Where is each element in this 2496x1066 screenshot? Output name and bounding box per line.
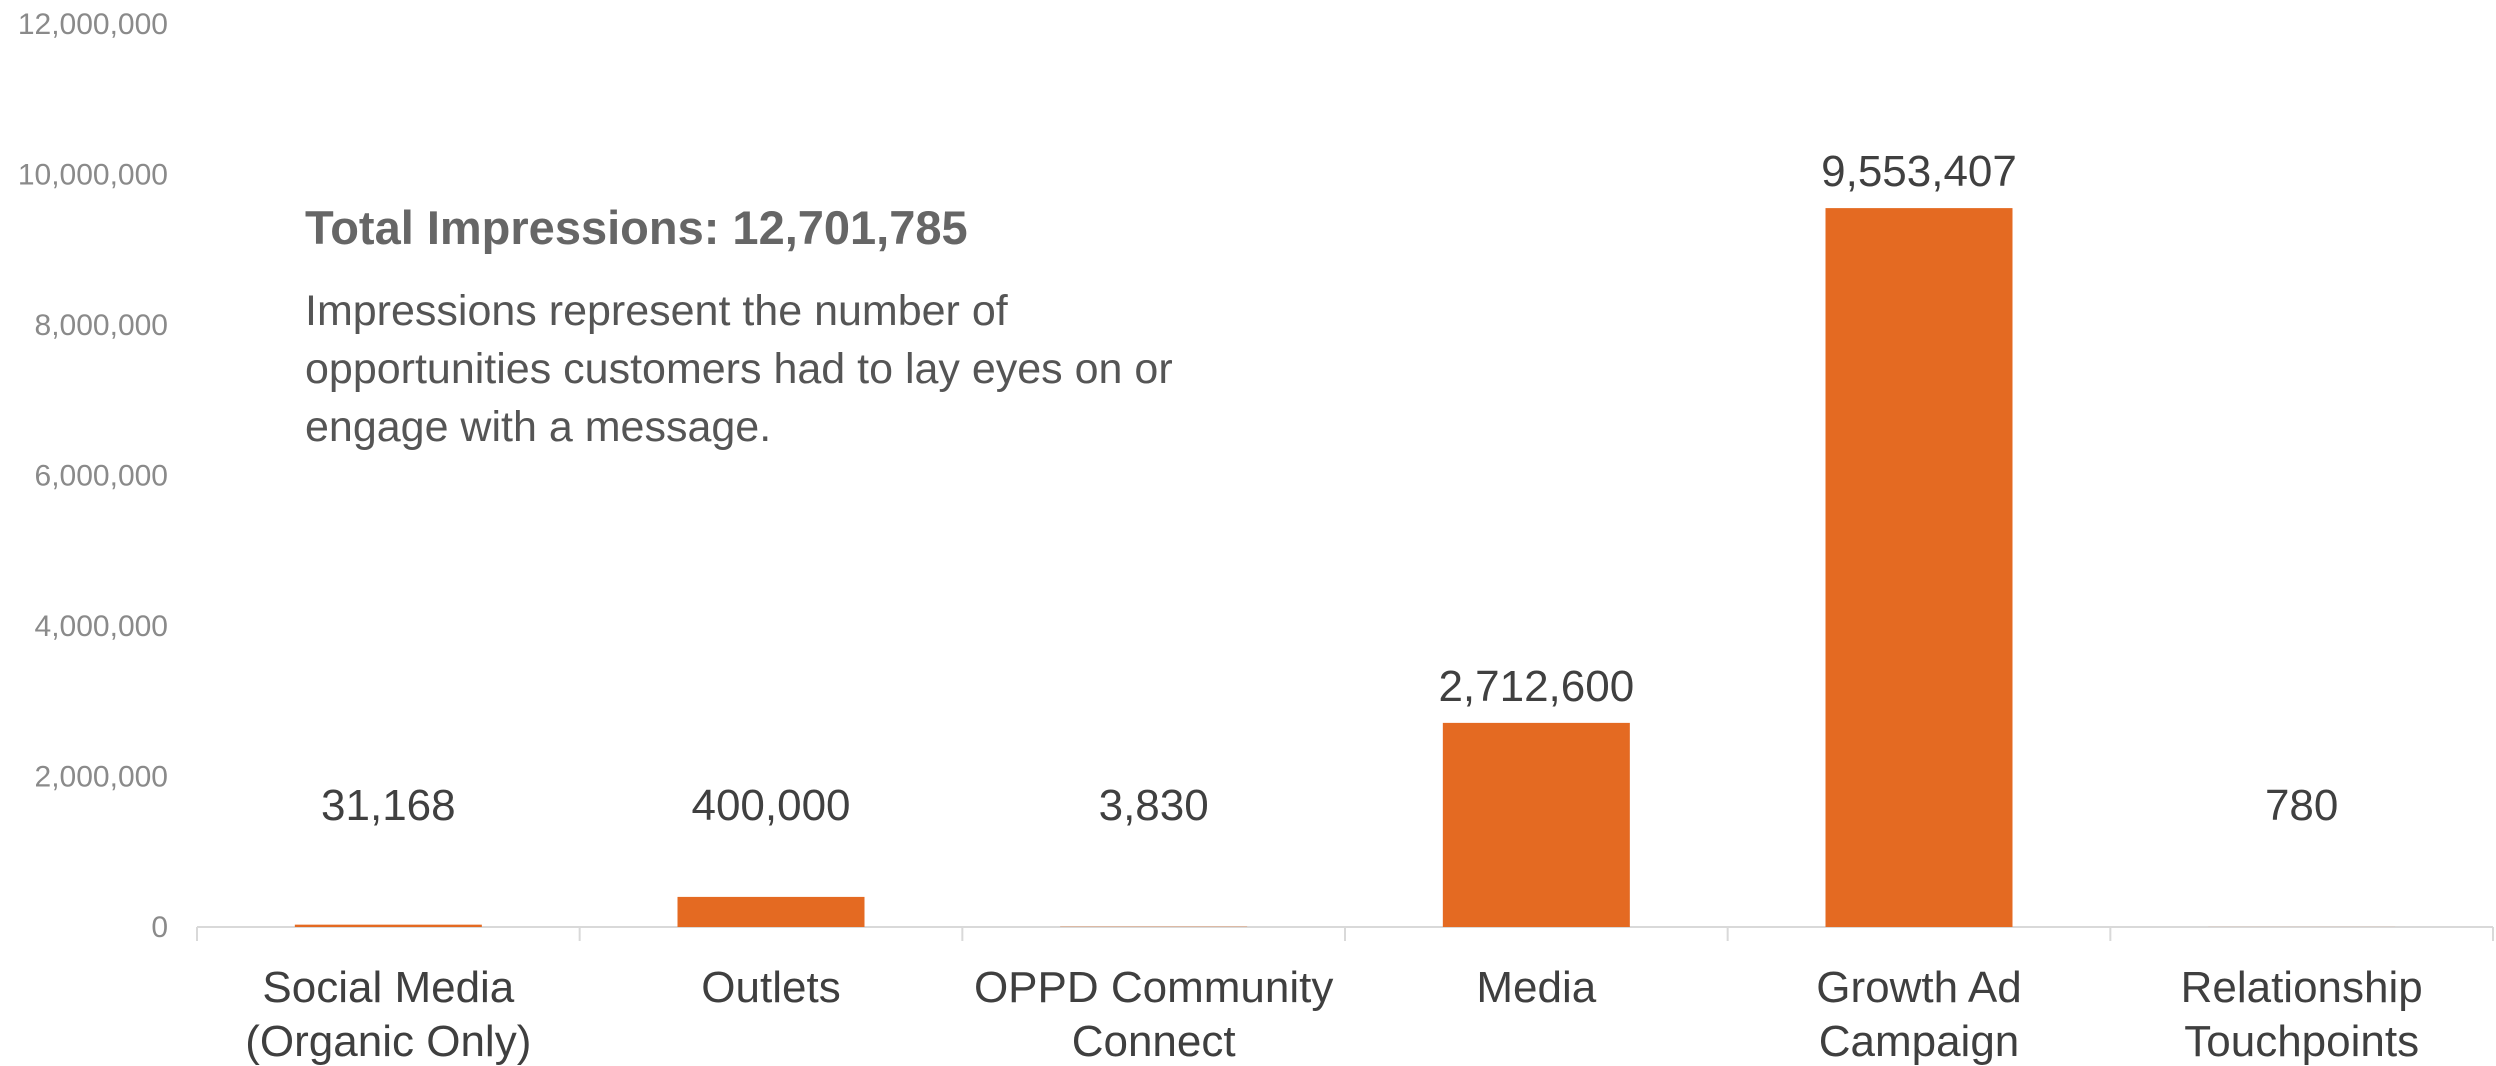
- data-labels: 31,168 400,000 3,830 2,712,600 9,553,407 780: [321, 147, 2338, 830]
- impressions-description: Impressions represent the number of oppo…: [305, 287, 1173, 451]
- y-tick-label: 4,000,000: [35, 610, 168, 643]
- y-tick-label: 10,000,000: [18, 159, 168, 192]
- category-label: Touchpoints: [2184, 1017, 2419, 1066]
- bars: [294, 208, 2396, 927]
- category-labels: Social Media (Organic Only) Outlets OPPD Co…: [245, 963, 2422, 1066]
- y-tick-label: 0: [151, 911, 168, 944]
- category-label: Outlets: [701, 963, 840, 1012]
- category-label: Campaign: [1819, 1017, 2020, 1066]
- data-label: 3,830: [1099, 781, 1209, 830]
- data-label: 400,000: [691, 781, 850, 830]
- data-label: 780: [2265, 781, 2338, 830]
- category-label: OPPD Community: [974, 963, 1333, 1012]
- category-label: Social Media: [262, 963, 514, 1012]
- y-tick-label: 2,000,000: [35, 761, 168, 794]
- x-axis: [196, 926, 2494, 941]
- category-label: Relationship: [2181, 963, 2423, 1012]
- category-label: (Organic Only): [245, 1017, 531, 1066]
- category-label: Media: [1476, 963, 1596, 1012]
- bar: [1442, 722, 1630, 927]
- bar: [677, 896, 865, 927]
- total-impressions-title: Total Impressions: 12,701,785: [305, 201, 968, 254]
- bar: [294, 924, 482, 927]
- data-label: 31,168: [321, 781, 456, 830]
- y-tick-label: 12,000,000: [18, 8, 168, 41]
- y-tick-label: 8,000,000: [35, 309, 168, 342]
- category-label: Growth Ad: [1816, 963, 2021, 1012]
- data-label: 9,553,407: [1821, 147, 2017, 196]
- category-label: Connect: [1072, 1017, 1236, 1066]
- y-axis: 0 2,000,000 4,000,000 6,000,000 8,000,000 10,…: [18, 8, 168, 944]
- bar: [1825, 208, 2013, 927]
- data-label: 2,712,600: [1438, 662, 1634, 711]
- y-tick-label: 6,000,000: [35, 460, 168, 493]
